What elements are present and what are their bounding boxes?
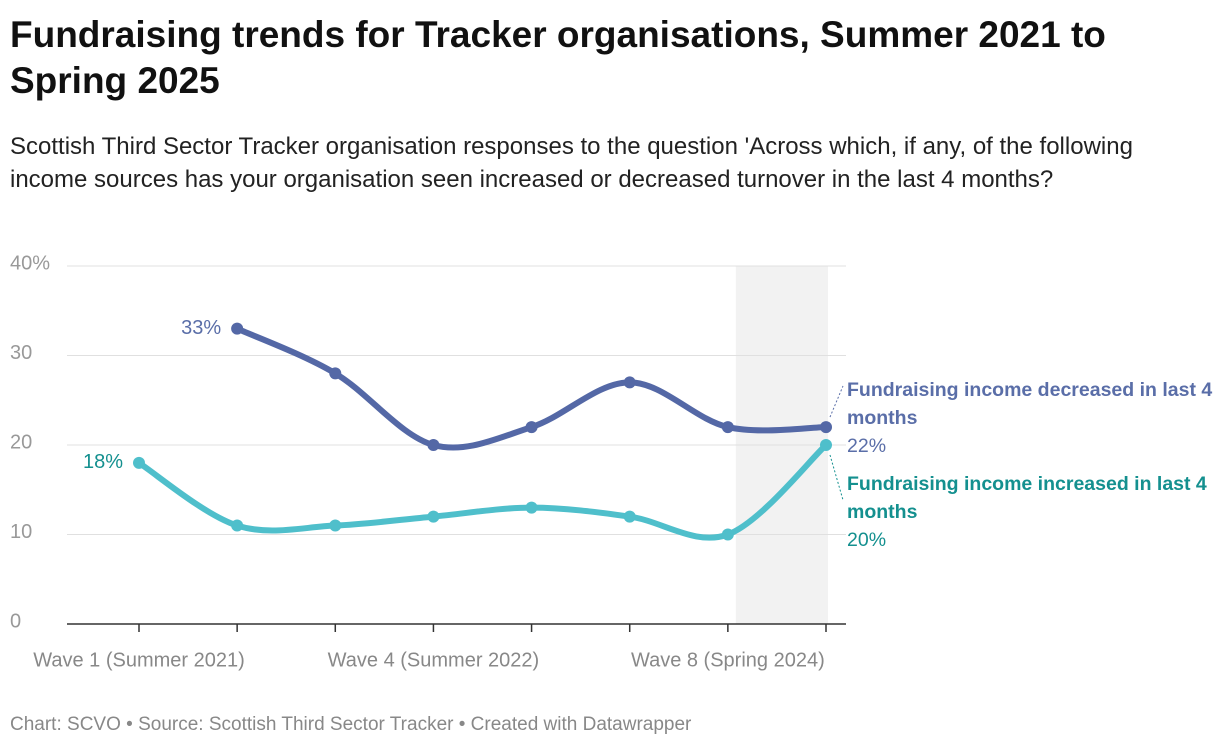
x-tick-label: Wave 1 (Summer 2021) [33,649,245,671]
y-tick-label: 30 [10,342,32,364]
y-tick-label: 40% [10,252,50,274]
data-point [623,376,636,389]
value-label: 33% [181,317,221,339]
value-label: 22% [847,435,887,457]
x-tick-label: Wave 4 (Summer 2022) [328,649,540,671]
chart-title: Fundraising trends for Tracker organisat… [10,14,1106,101]
data-point [231,322,244,335]
data-point [133,456,145,469]
value-label: 18% [83,451,123,473]
data-point [231,519,244,532]
data-point [329,367,342,380]
series-label: Fundraising income decreased in last 4 m… [847,376,1215,460]
data-point [820,439,832,451]
label-connector [829,385,844,418]
value-label: 20% [847,529,887,551]
y-tick-label: 20 [10,431,32,453]
data-point [427,510,440,523]
legend-entry: Fundraising income decreased in last 4 m… [847,379,1213,429]
data-point [820,421,832,434]
data-point [721,528,734,541]
data-point [721,421,734,434]
x-tick-label: Wave 8 (Spring 2024) [631,649,825,671]
data-point [623,510,636,523]
data-point [525,501,538,514]
data-point [427,439,440,451]
y-tick-label: 10 [10,521,32,543]
data-point [525,421,538,434]
data-point [329,519,342,532]
footer: Chart: SCVO • Source: Scottish Third Sec… [10,714,692,735]
series-label: Fundraising income increased in last 4 m… [847,470,1215,554]
chart-subtitle: Scottish Third Sector Tracker organisati… [10,133,1133,193]
label-connector [829,454,844,501]
y-tick-label: 0 [10,610,21,632]
legend-entry: Fundraising income increased in last 4 m… [847,473,1207,523]
